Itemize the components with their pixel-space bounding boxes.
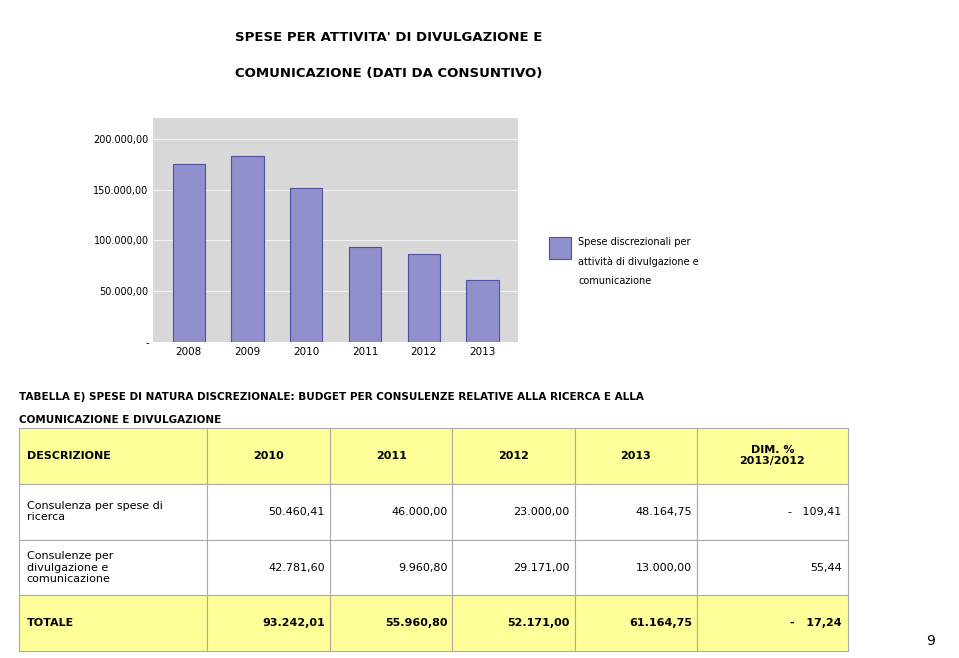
Bar	[550, 237, 571, 259]
Bar	[173, 164, 205, 342]
Text: TABELLA E) SPESE DI NATURA DISCREZIONALE: BUDGET PER CONSULENZE RELATIVE ALLA RI: TABELLA E) SPESE DI NATURA DISCREZIONALE…	[19, 392, 644, 401]
Text: SPESE PER ATTIVITA' DI DIVULGAZIONE E: SPESE PER ATTIVITA' DI DIVULGAZIONE E	[235, 30, 542, 43]
Text: Spese discrezionali per: Spese discrezionali per	[578, 237, 691, 247]
Text: comunicazione: comunicazione	[578, 276, 652, 286]
Bar	[231, 156, 264, 342]
Text: COMUNICAZIONE (DATI DA CONSUNTIVO): COMUNICAZIONE (DATI DA CONSUNTIVO)	[235, 67, 542, 80]
Bar	[291, 188, 322, 342]
Text: COMUNICAZIONE E DIVULGAZIONE: COMUNICAZIONE E DIVULGAZIONE	[19, 415, 222, 424]
Text: attività di divulgazione e: attività di divulgazione e	[578, 257, 699, 267]
Bar	[349, 247, 382, 342]
Bar	[408, 254, 440, 342]
Bar	[466, 280, 499, 342]
Text: 9: 9	[926, 634, 935, 648]
